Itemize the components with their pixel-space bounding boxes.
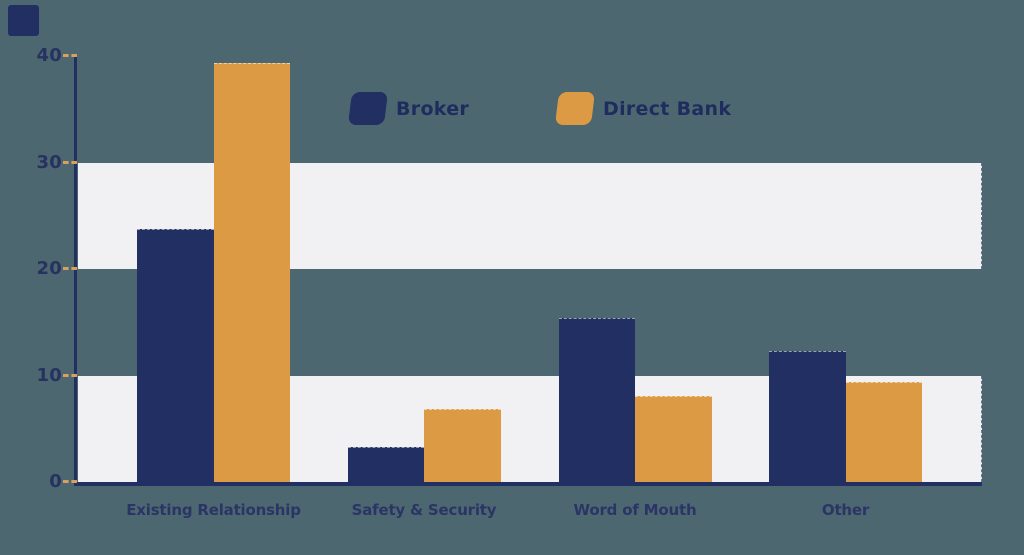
legend-label-broker: Broker bbox=[396, 97, 470, 120]
legend-item-broker: Broker bbox=[347, 92, 470, 125]
y-tick-label-30: 30 bbox=[36, 151, 62, 173]
bar-broker-safety-security bbox=[347, 446, 424, 482]
bar-direct-bank-other bbox=[845, 381, 922, 482]
bar-broker-existing-relationship bbox=[137, 228, 214, 482]
legend-swatch-direct-bank bbox=[554, 92, 596, 125]
y-tick-mark-30 bbox=[63, 160, 77, 164]
legend-label-direct-bank: Direct Bank bbox=[603, 97, 732, 120]
legend-swatch-broker bbox=[347, 92, 389, 125]
y-tick-label-10: 10 bbox=[36, 364, 62, 386]
legend-item-direct-bank: Direct Bank bbox=[554, 92, 732, 125]
bar-direct-bank-safety-security bbox=[424, 408, 501, 482]
y-tick-label-0: 0 bbox=[49, 471, 62, 492]
y-tick-mark-0 bbox=[63, 480, 77, 483]
y-tick-label-40: 40 bbox=[36, 45, 62, 66]
x-label-safety-security: Safety & Security bbox=[351, 501, 497, 519]
y-tick-mark-40 bbox=[63, 54, 77, 57]
x-label-word-of-mouth: Word of Mouth bbox=[573, 501, 697, 519]
bar-direct-bank-word-of-mouth bbox=[635, 395, 712, 482]
x-label-other: Other bbox=[821, 501, 870, 519]
y-tick-mark-20 bbox=[63, 267, 77, 270]
y-axis-line bbox=[74, 56, 77, 486]
bar-broker-other bbox=[769, 351, 846, 482]
corner-accent-square bbox=[8, 5, 39, 36]
x-label-existing-relationship: Existing Relationship bbox=[126, 501, 301, 519]
y-tick-mark-10 bbox=[63, 373, 77, 377]
bar-direct-bank-existing-relationship bbox=[213, 63, 290, 482]
y-tick-label-20: 20 bbox=[36, 258, 62, 279]
x-axis-line bbox=[74, 482, 982, 486]
bar-broker-word-of-mouth bbox=[558, 317, 635, 482]
